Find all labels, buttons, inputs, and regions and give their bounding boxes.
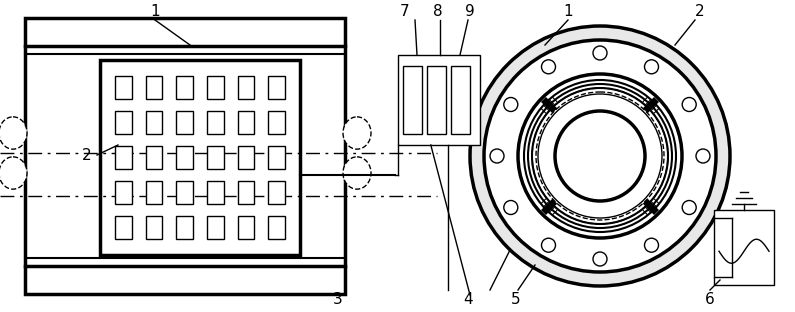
Bar bbox=[714, 210, 774, 285]
Bar bbox=[451, 66, 471, 134]
Text: 3: 3 bbox=[333, 293, 343, 308]
Circle shape bbox=[504, 201, 518, 215]
Bar bbox=[115, 76, 132, 100]
Circle shape bbox=[682, 97, 696, 111]
Text: 1: 1 bbox=[150, 4, 160, 19]
Circle shape bbox=[541, 60, 556, 74]
Bar bbox=[207, 216, 223, 239]
Bar bbox=[238, 216, 254, 239]
Circle shape bbox=[528, 84, 672, 228]
Text: 9: 9 bbox=[465, 4, 475, 19]
Ellipse shape bbox=[343, 117, 371, 149]
Text: 6: 6 bbox=[705, 293, 715, 308]
Circle shape bbox=[593, 46, 607, 60]
Bar bbox=[176, 146, 193, 169]
Ellipse shape bbox=[0, 117, 27, 149]
Text: 8: 8 bbox=[433, 4, 443, 19]
Circle shape bbox=[682, 201, 696, 215]
Bar bbox=[176, 181, 193, 204]
Bar bbox=[145, 146, 162, 169]
Circle shape bbox=[484, 40, 716, 272]
Bar bbox=[145, 110, 162, 134]
Bar bbox=[238, 76, 254, 100]
Circle shape bbox=[470, 26, 730, 286]
Bar bbox=[403, 66, 422, 134]
Bar bbox=[145, 76, 162, 100]
Bar bbox=[238, 181, 254, 204]
Text: 4: 4 bbox=[463, 293, 473, 308]
Bar bbox=[115, 216, 132, 239]
Bar bbox=[268, 216, 285, 239]
Bar bbox=[115, 110, 132, 134]
Text: 2: 2 bbox=[82, 148, 91, 163]
Bar bbox=[427, 66, 446, 134]
Circle shape bbox=[593, 252, 607, 266]
Bar bbox=[115, 181, 132, 204]
Bar bbox=[25, 18, 345, 294]
Text: 2: 2 bbox=[695, 4, 705, 19]
Bar bbox=[145, 181, 162, 204]
Bar bbox=[268, 76, 285, 100]
Ellipse shape bbox=[0, 157, 27, 189]
Circle shape bbox=[645, 238, 658, 252]
Bar bbox=[238, 146, 254, 169]
Bar bbox=[207, 181, 223, 204]
Bar bbox=[115, 146, 132, 169]
Bar bbox=[268, 181, 285, 204]
Bar bbox=[207, 110, 223, 134]
Bar bbox=[207, 146, 223, 169]
Bar bbox=[176, 110, 193, 134]
Bar bbox=[207, 76, 223, 100]
Text: 7: 7 bbox=[400, 4, 409, 19]
Bar bbox=[145, 216, 162, 239]
Circle shape bbox=[645, 60, 658, 74]
Bar bbox=[176, 216, 193, 239]
Circle shape bbox=[538, 94, 662, 218]
Text: 5: 5 bbox=[511, 293, 521, 308]
Circle shape bbox=[541, 238, 556, 252]
Bar bbox=[238, 110, 254, 134]
Bar bbox=[268, 146, 285, 169]
Circle shape bbox=[490, 149, 504, 163]
Ellipse shape bbox=[343, 157, 371, 189]
Circle shape bbox=[555, 111, 645, 201]
Bar bbox=[176, 76, 193, 100]
Circle shape bbox=[518, 74, 682, 238]
Circle shape bbox=[696, 149, 710, 163]
Bar bbox=[268, 110, 285, 134]
Bar bbox=[398, 55, 480, 145]
Text: 1: 1 bbox=[563, 4, 573, 19]
Bar bbox=[100, 60, 300, 255]
Circle shape bbox=[504, 98, 518, 111]
